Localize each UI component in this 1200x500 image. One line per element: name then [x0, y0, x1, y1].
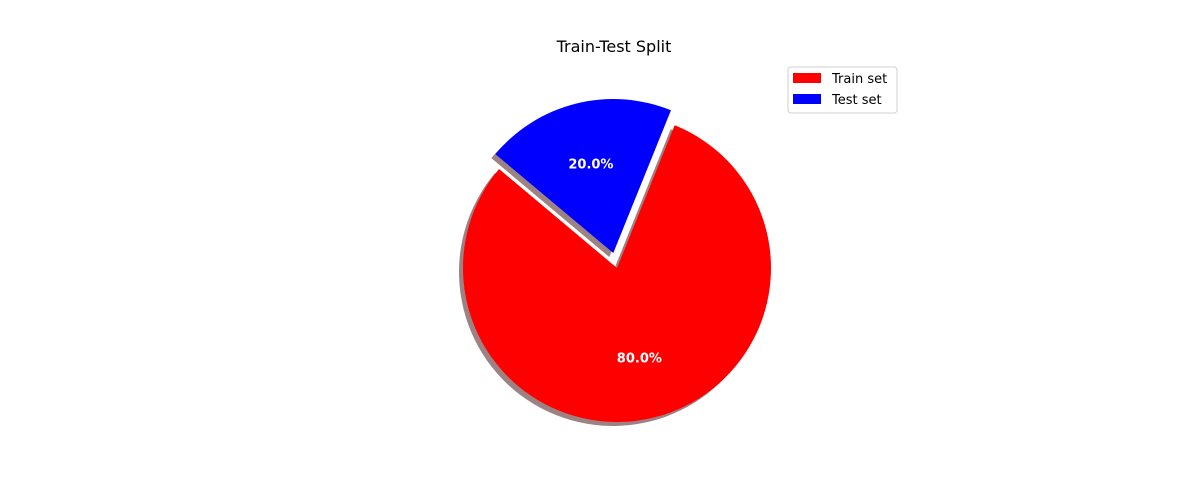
legend: Train set Test set	[787, 66, 898, 114]
pie-labels: 80.0% 20.0%	[568, 157, 662, 366]
legend-label-train: Train set	[831, 72, 887, 87]
legend-swatch-train	[793, 73, 821, 83]
pie-slice-test	[495, 99, 671, 254]
pie-label-test: 20.0%	[568, 157, 613, 172]
pie-slice-train	[463, 125, 771, 422]
legend-label-test: Test set	[831, 93, 882, 108]
chart-title: Train-Test Split	[556, 37, 672, 56]
pie-slices	[463, 99, 771, 422]
pie-label-train: 80.0%	[617, 352, 662, 367]
legend-swatch-test	[793, 94, 821, 104]
